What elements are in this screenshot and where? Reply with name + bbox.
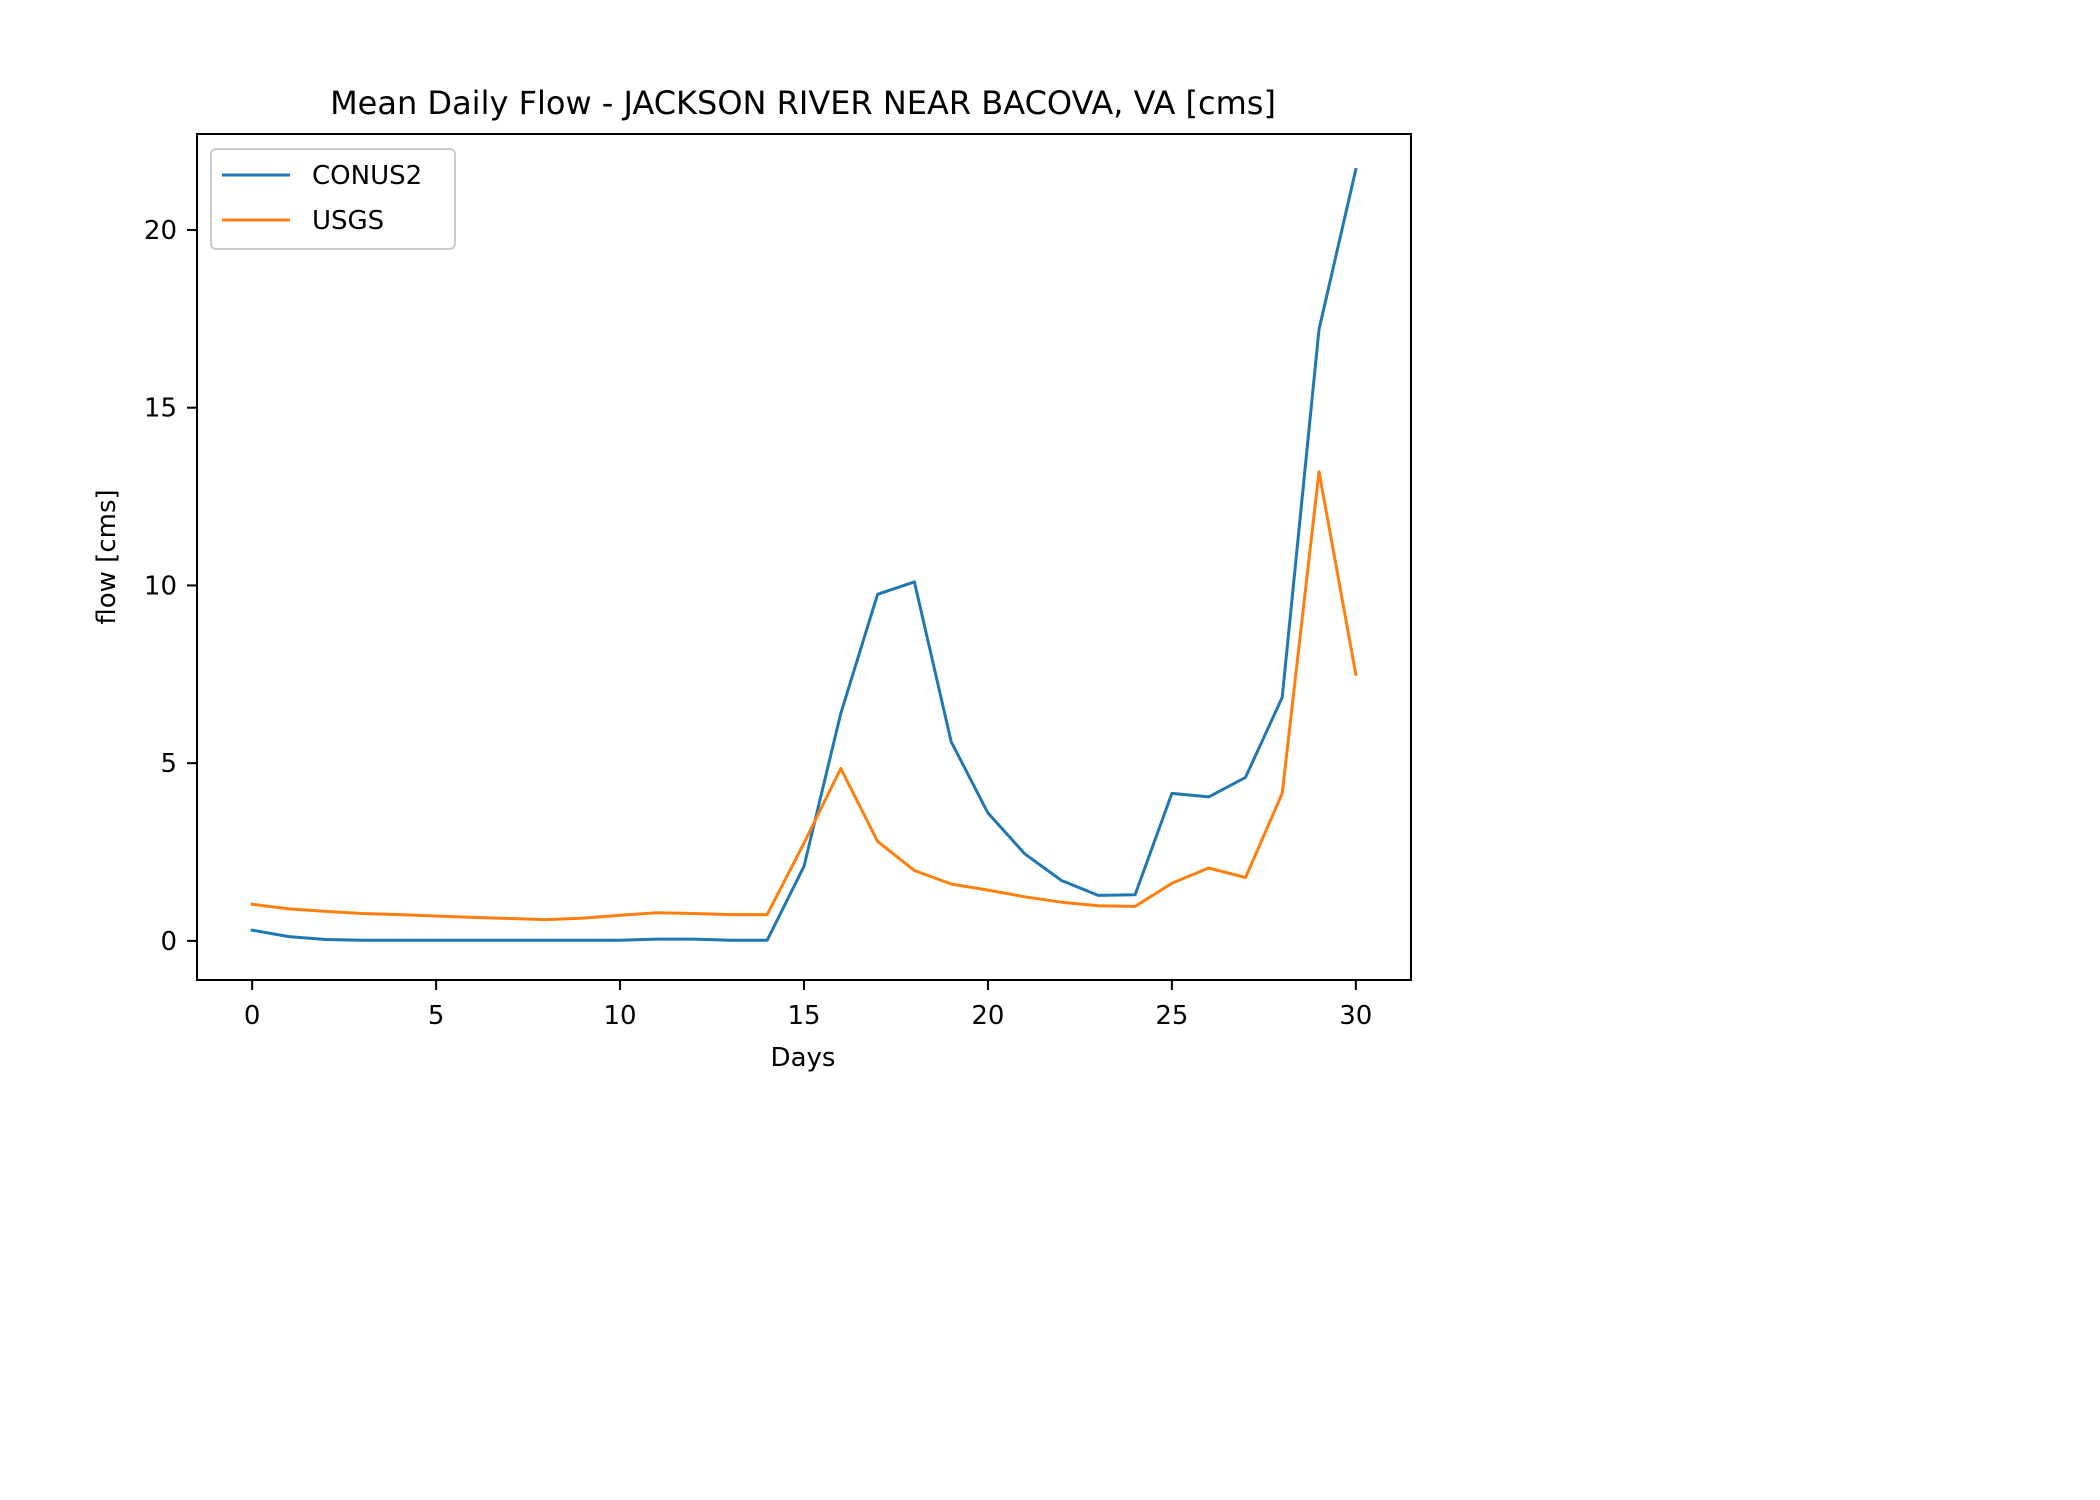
x-tick-label: 5 [428,1001,445,1031]
x-tick-label: 25 [1155,1001,1188,1031]
legend: CONUS2 USGS [210,148,456,250]
y-tick-label: 5 [160,749,177,779]
chart-svg: Mean Daily Flow - JACKSON RIVER NEAR BAC… [92,84,1412,1073]
x-tick-label: 15 [787,1001,820,1031]
x-axis: 0 5 10 15 20 25 30 [244,980,1372,1031]
x-axis-label: Days [771,1043,836,1073]
y-tick-label: 10 [144,571,177,601]
y-tick-label: 0 [160,927,177,957]
legend-label-conus2: CONUS2 [312,161,422,191]
y-tick-label: 20 [144,216,177,246]
x-tick-label: 20 [971,1001,1004,1031]
series-layer [250,167,1358,942]
x-tick-label: 30 [1339,1001,1372,1031]
legend-label-usgs: USGS [312,206,384,236]
y-axis-label: flow [cms] [92,489,122,624]
x-tick-label: 10 [604,1001,637,1031]
y-tick-label: 15 [144,394,177,424]
series-line-usgs [250,470,1358,922]
chart-title: Mean Daily Flow - JACKSON RIVER NEAR BAC… [330,84,1276,122]
series-line-conus2 [250,167,1358,942]
line-chart: Mean Daily Flow - JACKSON RIVER NEAR BAC… [92,84,1412,1073]
x-tick-label: 0 [244,1001,261,1031]
y-axis: 0 5 10 15 20 [144,216,197,957]
